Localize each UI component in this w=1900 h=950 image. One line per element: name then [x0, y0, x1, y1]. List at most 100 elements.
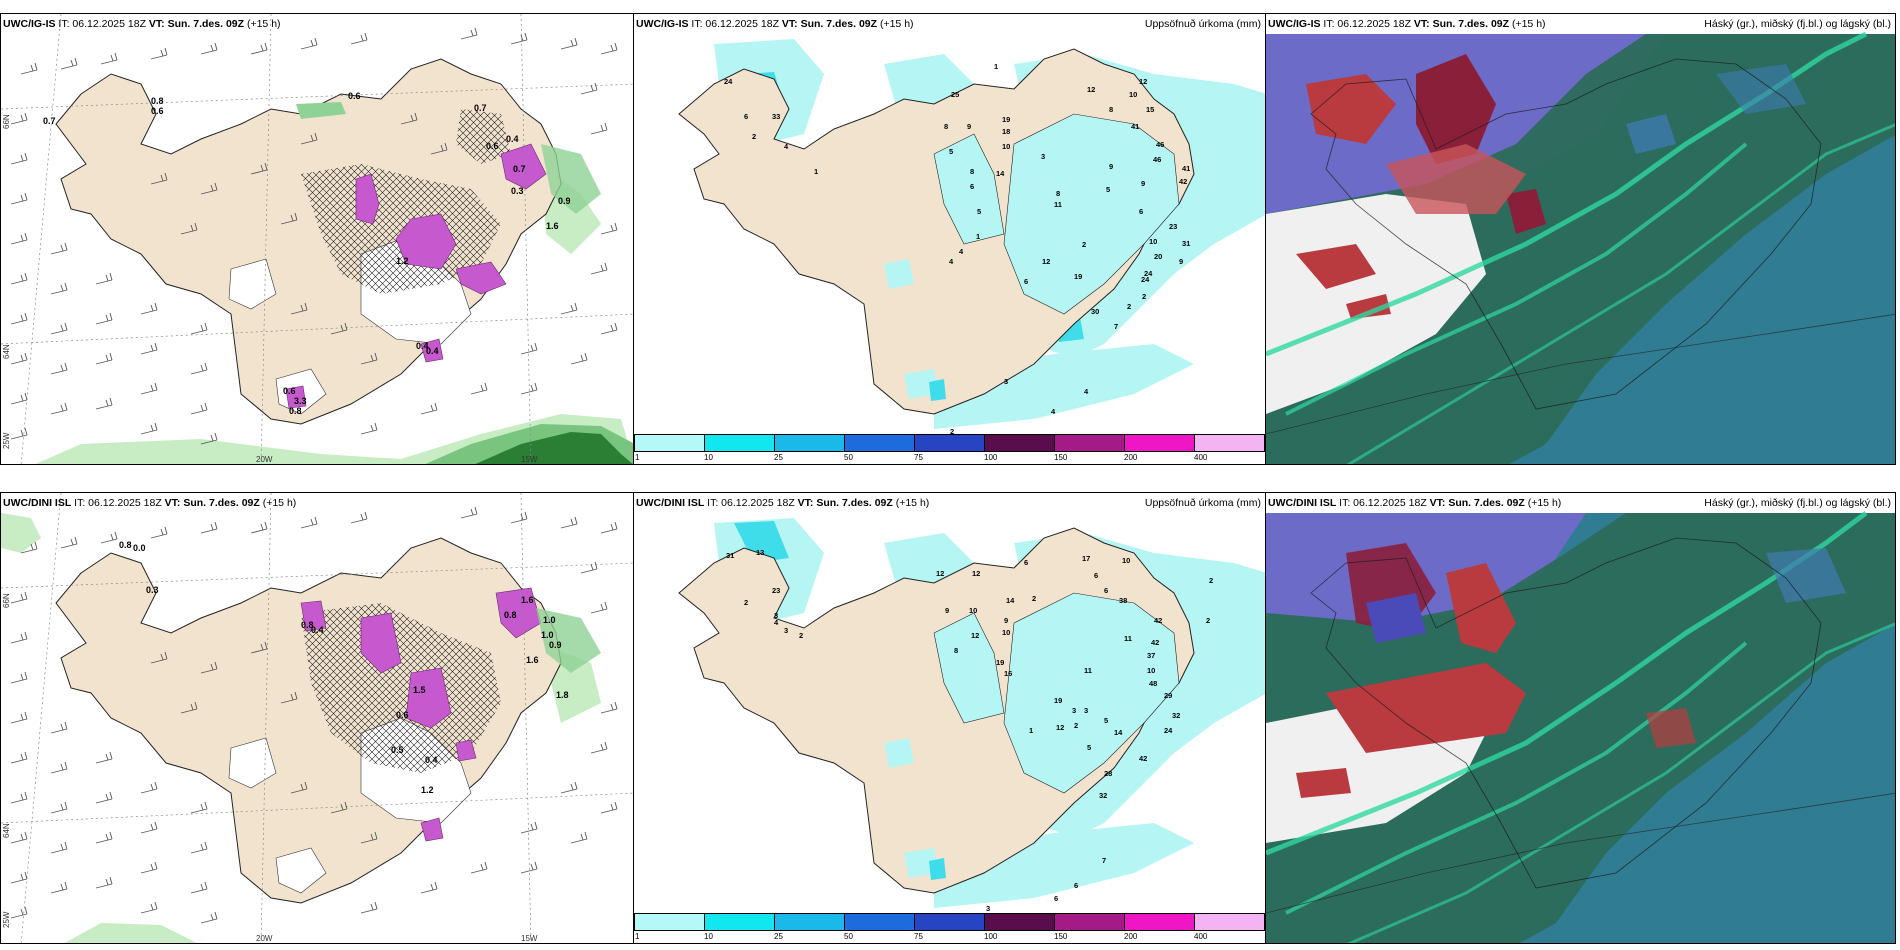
- svg-text:3: 3: [986, 904, 990, 913]
- colorbar-bin: [635, 914, 705, 930]
- colorbar-bin: [985, 435, 1055, 451]
- svg-text:0.7: 0.7: [513, 164, 526, 174]
- svg-text:24: 24: [1144, 269, 1153, 278]
- lon-label-25w: 25W: [2, 911, 11, 928]
- svg-text:37: 37: [1147, 651, 1155, 660]
- svg-text:28: 28: [1104, 769, 1112, 778]
- svg-text:1: 1: [814, 167, 818, 176]
- svg-text:0.9: 0.9: [558, 196, 571, 206]
- svg-text:12: 12: [971, 631, 979, 640]
- svg-text:11: 11: [1054, 200, 1062, 209]
- svg-text:1: 1: [994, 62, 998, 71]
- precip-map-panel-top: UWC/IG-IS IT: 06.12.2025 18Z VT: Sun. 7.…: [633, 13, 1266, 465]
- lon-label-20w: 20W: [256, 455, 273, 464]
- svg-text:48: 48: [1149, 679, 1157, 688]
- svg-text:12: 12: [1087, 85, 1095, 94]
- svg-text:5: 5: [1104, 716, 1108, 725]
- svg-text:11: 11: [1124, 634, 1132, 643]
- svg-text:2: 2: [799, 631, 803, 640]
- svg-text:8: 8: [970, 167, 974, 176]
- colorbar-ticks: 1 10 25 50 75 100 150 200 400: [635, 453, 1208, 462]
- svg-text:0.8: 0.8: [119, 540, 132, 550]
- svg-text:12: 12: [1056, 723, 1064, 732]
- svg-text:6: 6: [1024, 558, 1028, 567]
- colorbar-bin: [915, 435, 985, 451]
- svg-text:0.4: 0.4: [425, 755, 438, 765]
- svg-text:2: 2: [1127, 302, 1131, 311]
- svg-text:1.0: 1.0: [543, 615, 556, 625]
- svg-text:5: 5: [1087, 743, 1091, 752]
- panel-header: UWC/IG-IS IT: 06.12.2025 18Z VT: Sun. 7.…: [3, 18, 281, 30]
- lat-label-66n: 66N: [2, 593, 11, 608]
- svg-text:7: 7: [1102, 856, 1106, 865]
- svg-text:0.9: 0.9: [549, 640, 562, 650]
- svg-text:15: 15: [1146, 105, 1154, 114]
- svg-text:5: 5: [949, 147, 953, 156]
- svg-text:42: 42: [1154, 616, 1162, 625]
- svg-text:4: 4: [774, 618, 779, 627]
- svg-text:6: 6: [1104, 586, 1108, 595]
- cloud-map-panel-bottom: UWC/DINI ISL IT: 06.12.2025 18Z VT: Sun.…: [1265, 492, 1896, 944]
- svg-text:42: 42: [1179, 177, 1187, 186]
- svg-text:10: 10: [1002, 142, 1010, 151]
- wind-precip-map: 0.7 0.6 0.8 0.6 0.7 0.6 0.4 0.7 0.3 0.9 …: [1, 14, 633, 464]
- svg-text:12: 12: [936, 569, 944, 578]
- svg-text:5: 5: [1106, 185, 1110, 194]
- svg-text:14: 14: [1006, 596, 1015, 605]
- svg-text:5: 5: [977, 207, 981, 216]
- colorbar-bin: [1195, 914, 1264, 930]
- svg-text:10: 10: [1002, 628, 1010, 637]
- lon-label-15w: 15W: [521, 934, 538, 943]
- colorbar-bin: [775, 914, 845, 930]
- svg-text:38: 38: [1119, 596, 1127, 605]
- cloud-cover-map: [1266, 14, 1895, 464]
- colorbar-bin: [985, 914, 1055, 930]
- svg-text:6: 6: [1054, 894, 1058, 903]
- svg-text:2: 2: [1206, 616, 1210, 625]
- svg-text:2: 2: [1142, 292, 1146, 301]
- lon-label-20w: 20W: [256, 934, 273, 943]
- svg-text:23: 23: [1169, 222, 1177, 231]
- svg-text:24: 24: [1141, 275, 1150, 284]
- svg-text:16: 16: [1004, 669, 1012, 678]
- panel-header: UWC/IG-IS IT: 06.12.2025 18Z VT: Sun. 7.…: [1268, 18, 1891, 30]
- svg-text:24: 24: [1164, 726, 1173, 735]
- colorbar-bin: [635, 435, 705, 451]
- svg-text:9: 9: [1004, 616, 1008, 625]
- cloud-map-panel-top: UWC/IG-IS IT: 06.12.2025 18Z VT: Sun. 7.…: [1265, 13, 1896, 465]
- svg-text:19: 19: [1054, 696, 1062, 705]
- svg-text:0.7: 0.7: [474, 103, 487, 113]
- svg-text:1.6: 1.6: [526, 655, 539, 665]
- svg-text:41: 41: [1131, 122, 1139, 131]
- svg-text:12: 12: [1042, 257, 1050, 266]
- panel-header: UWC/DINI ISL IT: 06.12.2025 18Z VT: Sun.…: [3, 497, 297, 509]
- svg-text:32: 32: [1172, 711, 1180, 720]
- svg-text:9: 9: [1109, 162, 1113, 171]
- svg-text:4: 4: [1051, 407, 1056, 416]
- svg-text:7: 7: [1114, 322, 1118, 331]
- svg-text:30: 30: [1091, 307, 1099, 316]
- precip-colorbar: [634, 913, 1265, 931]
- svg-text:42: 42: [1139, 754, 1147, 763]
- wind-value-labels: 0.8 0.0 0.3 0.8 1.0 1.6 0.8 0.4 0.6 0.5 …: [119, 540, 569, 795]
- colorbar-bin: [845, 914, 915, 930]
- svg-text:20: 20: [1154, 252, 1162, 261]
- svg-text:12: 12: [1139, 77, 1147, 86]
- svg-text:31: 31: [726, 551, 734, 560]
- precip-value-labels: 31 13 23 2 3 3 2 4 6 12 12 14 2 9 10 9 1…: [726, 548, 1213, 913]
- svg-text:12: 12: [972, 569, 980, 578]
- svg-text:17: 17: [1082, 554, 1090, 563]
- svg-text:41: 41: [1182, 164, 1190, 173]
- svg-text:3: 3: [1004, 377, 1008, 386]
- svg-text:25: 25: [951, 90, 959, 99]
- svg-text:0.0: 0.0: [133, 543, 146, 553]
- svg-text:1.8: 1.8: [556, 690, 569, 700]
- svg-text:0.4: 0.4: [506, 134, 519, 144]
- svg-text:1.0: 1.0: [541, 630, 554, 640]
- svg-text:9: 9: [1141, 179, 1145, 188]
- svg-text:8: 8: [1056, 189, 1060, 198]
- svg-text:14: 14: [1114, 728, 1123, 737]
- colorbar-bin: [1125, 914, 1195, 930]
- svg-text:46: 46: [1156, 140, 1164, 149]
- svg-text:8: 8: [944, 122, 948, 131]
